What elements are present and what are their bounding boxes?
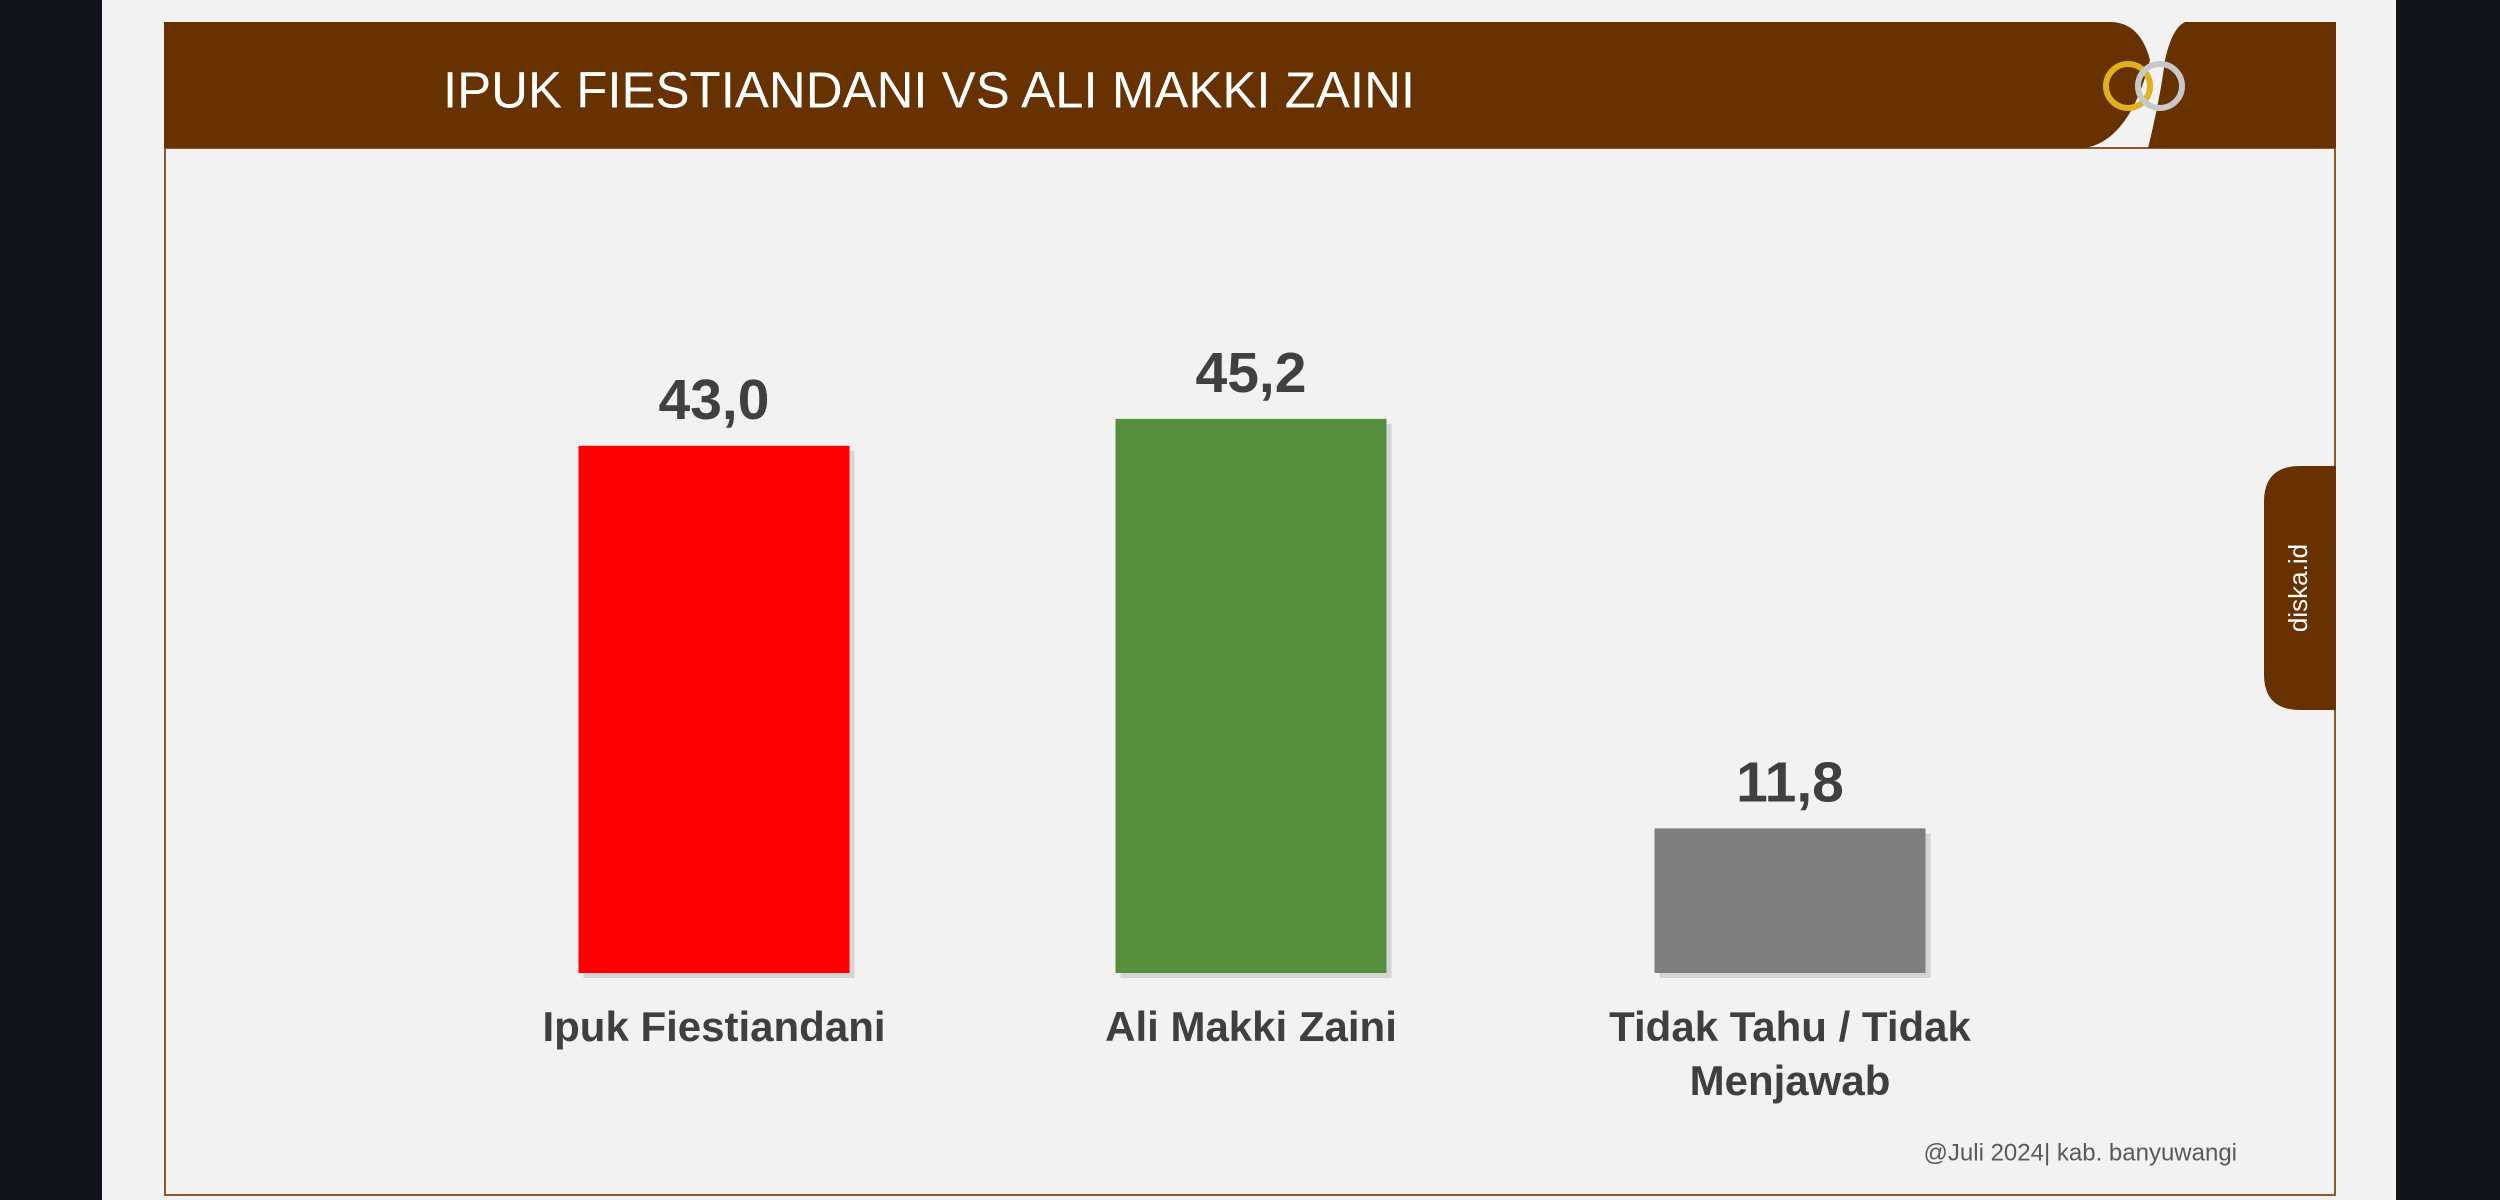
category-label: Tidak Tahu / Tidak Menjawab [1609, 1003, 1971, 1104]
category-label: Ali Makki Zaini [1105, 1003, 1397, 1050]
side-tab [2264, 466, 2336, 710]
bar [1115, 418, 1387, 973]
logo [2103, 61, 2185, 111]
chart-title: IPUK FIESTIANDANI VS ALI MAKKI ZAINI [443, 61, 1415, 118]
category-label: Ipuk Fiestiandani [542, 1003, 886, 1050]
watermark: diska.id [2283, 544, 2313, 632]
value-label: 43,0 [659, 368, 770, 432]
source-note: @Juli 2024| kab. banyuwangi [1924, 1139, 2237, 1166]
header-corner [2148, 22, 2336, 148]
value-label: 45,2 [1196, 341, 1307, 405]
bar [578, 445, 850, 973]
bar [1654, 828, 1926, 973]
value-label: 11,8 [1736, 750, 1844, 814]
header-bar [164, 22, 2150, 148]
